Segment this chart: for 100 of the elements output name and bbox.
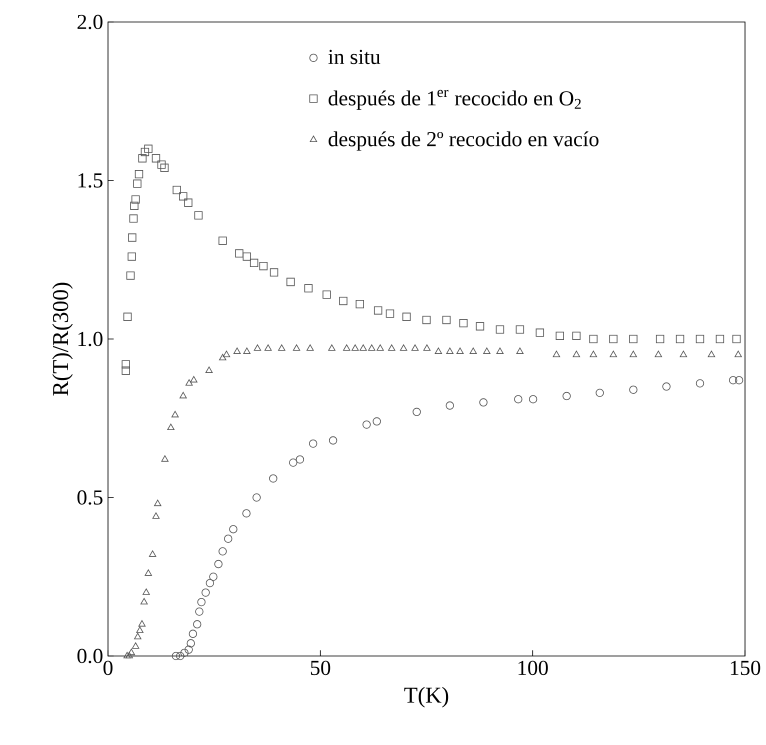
point — [708, 350, 716, 358]
point — [148, 550, 156, 557]
point — [434, 348, 442, 354]
point — [680, 350, 688, 358]
point — [572, 332, 581, 340]
y-tick-label: 1.0 — [78, 332, 102, 346]
point — [412, 408, 421, 416]
point — [676, 334, 684, 344]
point — [589, 334, 598, 344]
point — [304, 284, 313, 292]
point — [161, 455, 169, 462]
point — [400, 344, 408, 351]
point — [442, 316, 451, 324]
point — [629, 334, 638, 344]
point — [214, 560, 223, 568]
point — [142, 588, 150, 595]
point — [171, 410, 179, 418]
point — [205, 366, 213, 373]
point — [123, 312, 132, 321]
point — [252, 493, 261, 502]
point — [134, 632, 142, 640]
point — [242, 509, 251, 518]
point — [328, 436, 338, 445]
point — [184, 646, 193, 654]
point — [264, 344, 272, 351]
point — [229, 525, 238, 534]
point — [243, 348, 251, 354]
point — [122, 360, 130, 368]
point — [219, 354, 226, 360]
point — [179, 192, 188, 200]
point — [728, 376, 738, 384]
point — [188, 630, 198, 638]
point — [152, 512, 160, 519]
point — [536, 328, 544, 337]
point — [610, 350, 617, 358]
x-axis-title: T(K) — [404, 686, 448, 708]
point — [126, 652, 133, 658]
point — [374, 306, 382, 315]
point — [556, 332, 564, 340]
point — [483, 348, 490, 354]
legend-label: después de 1$^{er}$ recocido en O$_{2}$ — [328, 90, 581, 110]
point — [140, 148, 150, 156]
x-tick-label: 50 — [310, 660, 330, 676]
point — [470, 348, 477, 354]
point — [496, 325, 504, 334]
point — [654, 350, 662, 358]
point — [222, 350, 230, 358]
point — [184, 198, 192, 207]
point — [180, 648, 189, 657]
point — [122, 366, 130, 375]
point — [140, 598, 148, 604]
point — [180, 392, 187, 398]
point — [152, 154, 160, 162]
point — [132, 642, 140, 649]
point — [131, 195, 140, 204]
point — [270, 268, 278, 277]
point — [596, 388, 604, 398]
point — [254, 344, 262, 351]
point — [590, 350, 598, 358]
point — [609, 334, 618, 344]
point — [306, 344, 314, 351]
point — [269, 474, 278, 483]
point — [368, 344, 376, 351]
point — [128, 252, 136, 261]
point — [446, 401, 454, 410]
point — [356, 300, 364, 308]
point — [516, 325, 524, 334]
point — [123, 652, 131, 658]
point — [134, 170, 144, 178]
point — [130, 202, 138, 210]
point — [339, 296, 348, 306]
point — [126, 271, 135, 280]
point — [194, 211, 203, 220]
point — [128, 233, 136, 242]
point — [235, 249, 244, 258]
point — [154, 500, 162, 506]
point — [496, 348, 504, 354]
point — [289, 458, 298, 467]
point — [224, 534, 232, 543]
point — [343, 344, 350, 351]
point — [185, 379, 193, 386]
point — [459, 319, 468, 328]
point — [734, 376, 744, 384]
point — [190, 376, 198, 382]
point — [176, 652, 184, 660]
x-tick-label: 150 — [730, 660, 760, 676]
y-tick-label: 2.0 — [78, 14, 102, 30]
point — [218, 547, 227, 556]
point — [562, 392, 571, 400]
point — [250, 258, 258, 268]
point — [388, 344, 396, 351]
point — [128, 648, 135, 656]
point — [528, 395, 538, 404]
point — [157, 160, 166, 169]
x-tick-label: 0 — [103, 660, 113, 676]
point — [186, 639, 195, 648]
point — [386, 310, 394, 318]
point — [278, 344, 286, 351]
point — [172, 652, 180, 660]
point — [144, 569, 152, 576]
